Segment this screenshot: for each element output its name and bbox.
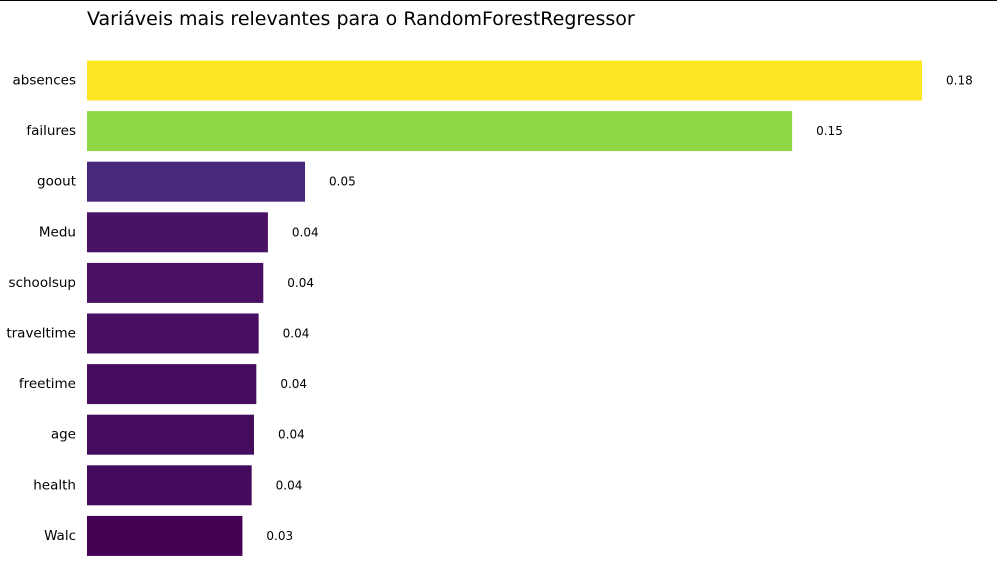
bar-Medu [87,212,268,253]
bar-freetime [87,364,257,405]
y-tick-label: goout [37,174,76,190]
y-tick-label: Medu [39,224,76,240]
bar-schoolsup [87,262,264,303]
bar-value-label: 0.15 [816,124,843,138]
bar-value-label: 0.04 [292,225,319,239]
bar-traveltime [87,313,259,354]
y-tick-label: health [33,477,76,493]
bar-value-label: 0.04 [278,428,305,442]
y-tick-label: age [51,427,76,443]
y-tick-label: schoolsup [9,275,76,291]
chart-title: Variáveis mais relevantes para o RandomF… [87,8,635,30]
y-tick-label: freetime [19,376,76,392]
y-tick-label: absences [13,73,77,89]
y-tick-label: Walc [44,528,76,544]
y-tick-label: traveltime [6,326,76,342]
bar-value-label: 0.04 [280,377,307,391]
y-tick-label: failures [26,123,76,139]
bar-absences [87,60,922,101]
bar-goout [87,161,306,202]
bar-value-label: 0.03 [266,529,293,543]
bar-health [87,465,252,506]
bar-age [87,414,254,455]
bar-value-label: 0.04 [283,327,310,341]
bar-value-label: 0.18 [946,74,973,88]
bar-failures [87,111,793,152]
bar-value-label: 0.04 [287,276,314,290]
bar-Walc [87,515,243,556]
top-border-line [0,0,997,1]
bar-value-label: 0.05 [329,175,356,189]
bar-value-label: 0.04 [276,478,303,492]
